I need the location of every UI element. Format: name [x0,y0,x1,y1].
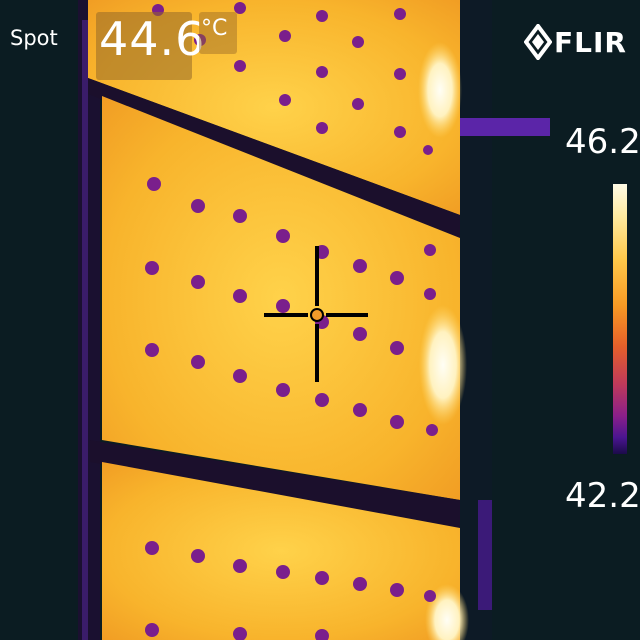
solar-panel-bottom [102,462,469,640]
cell-dots-top [152,2,433,155]
color-palette-bar [613,184,627,454]
solar-panel-middle [102,96,467,500]
scale-min-value: 42.2 [565,476,640,516]
flir-brand-text: FLIR [554,25,627,59]
scale-max-value: 46.2 [565,122,640,162]
temperature-unit: °C [201,16,228,41]
flir-diamond-icon [524,24,552,60]
cell-dots-bottom [145,541,436,640]
spot-temperature-value: 44.6 [99,12,206,66]
cell-dots-middle [145,177,438,436]
spot-value-background [96,12,192,80]
spot-label: Spot [10,26,58,50]
unit-background [199,12,237,54]
flir-logo: FLIR [524,22,627,62]
